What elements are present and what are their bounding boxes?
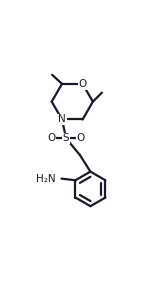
Text: N: N (58, 114, 66, 124)
Text: O: O (47, 133, 55, 143)
Text: H₂N: H₂N (36, 174, 55, 184)
Text: S: S (63, 133, 69, 143)
Text: O: O (77, 133, 85, 143)
Text: O: O (79, 79, 87, 89)
